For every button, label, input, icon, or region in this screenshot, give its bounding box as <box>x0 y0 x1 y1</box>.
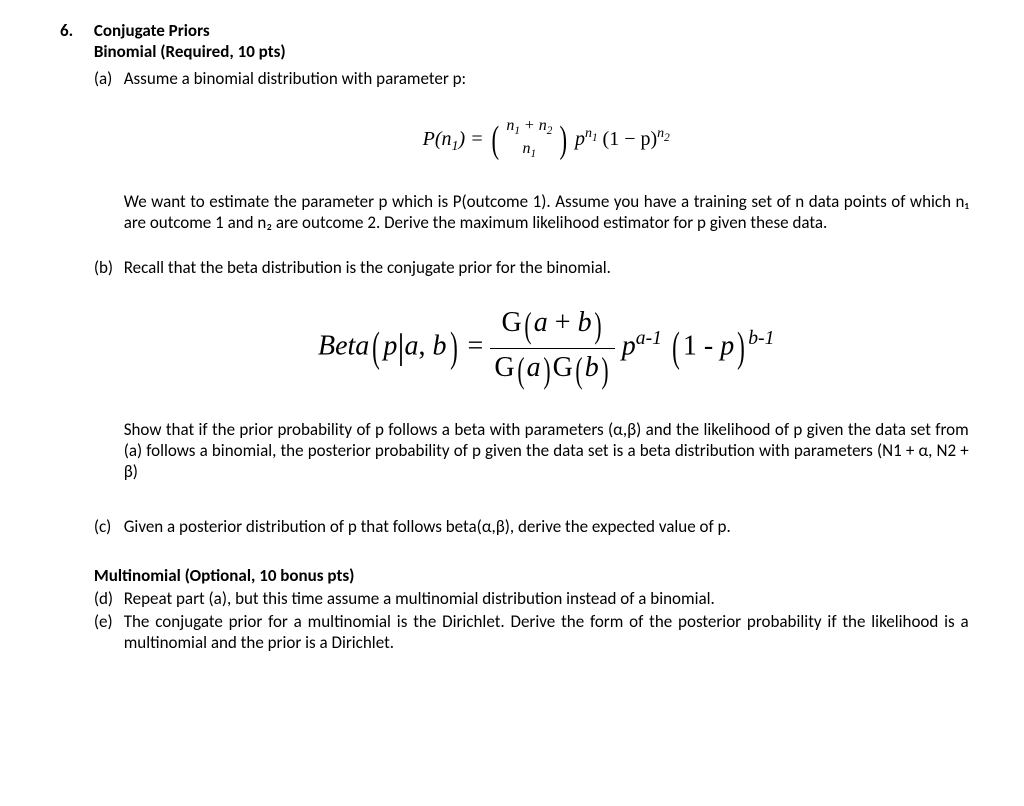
part-d: (d) Repeat part (a), but this time assum… <box>94 588 969 609</box>
section2-title: Multinomial (Optional, 10 bonus pts) <box>94 565 969 586</box>
part-a-para: We want to estimate the parameter p whic… <box>124 191 969 233</box>
part-d-text: Repeat part (a), but this time assume a … <box>124 588 969 609</box>
question-number: 6. <box>60 20 90 41</box>
part-a-label: (a) <box>94 68 120 89</box>
part-e-text: The conjugate prior for a multinomial is… <box>124 611 969 653</box>
section1-title: Binomial (Required, 10 pts) <box>94 41 286 62</box>
equation-beta: Beta(p|a, b) = G(a + b) G(a)G(b) pa-1 (1… <box>124 306 969 390</box>
question-header: 6. Conjugate Priors Binomial (Required, … <box>60 20 974 653</box>
question-body: Conjugate Priors Binomial (Required, 10 … <box>94 20 969 653</box>
equation-binomial: P(n1) = ( n1 + n2 n1 ) pn1 (1 − p)n2 <box>124 117 969 163</box>
part-e: (e) The conjugate prior for a multinomia… <box>94 611 969 653</box>
part-d-label: (d) <box>94 588 120 609</box>
part-b-intro: Recall that the beta distribution is the… <box>124 257 611 278</box>
part-c: (c) Given a posterior distribution of p … <box>94 516 969 537</box>
page: 6. Conjugate Priors Binomial (Required, … <box>0 0 1024 693</box>
title: Conjugate Priors <box>94 20 210 41</box>
part-b-para: Show that if the prior probability of p … <box>124 419 969 482</box>
part-a: (a) Assume a binomial distribution with … <box>94 68 969 233</box>
part-b-label: (b) <box>94 257 120 278</box>
part-b-text: Recall that the beta distribution is the… <box>124 257 969 481</box>
part-b: (b) Recall that the beta distribution is… <box>94 257 969 481</box>
part-a-intro: Assume a binomial distribution with para… <box>124 68 466 89</box>
part-c-text: Given a posterior distribution of p that… <box>124 516 969 537</box>
part-e-label: (e) <box>94 611 120 632</box>
part-c-label: (c) <box>94 516 120 537</box>
part-a-text: Assume a binomial distribution with para… <box>124 68 969 233</box>
